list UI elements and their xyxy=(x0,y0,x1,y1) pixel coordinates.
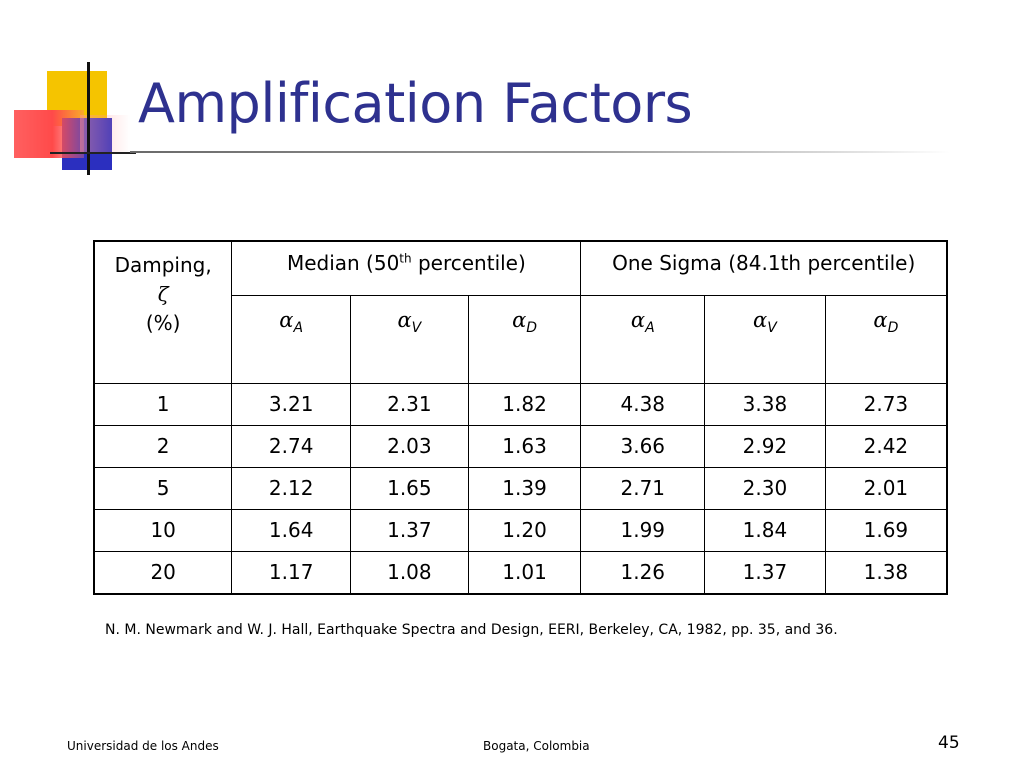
factor-cell: 1.20 xyxy=(467,508,582,552)
factor-cell: 2.73 xyxy=(824,382,948,426)
factor-cell: 2.71 xyxy=(580,466,706,510)
alpha-header-cell: αD xyxy=(467,294,582,384)
factor-cell: 1.82 xyxy=(467,382,582,426)
alpha-symbol: αA xyxy=(279,307,304,336)
factor-cell: 1.01 xyxy=(467,550,582,594)
median-header-sup: th xyxy=(399,251,412,266)
alpha-subscript: V xyxy=(767,319,777,336)
factor-cell: 2.74 xyxy=(231,424,352,468)
table-row: 10 1.64 1.37 1.20 1.99 1.84 1.69 xyxy=(93,508,948,552)
alpha-subscript: A xyxy=(645,319,655,336)
alpha-symbol: αD xyxy=(512,307,538,336)
damping-cell: 5 xyxy=(93,466,233,510)
factor-cell: 2.12 xyxy=(231,466,352,510)
factor-cell: 3.66 xyxy=(580,424,706,468)
table-row: 1 3.21 2.31 1.82 4.38 3.38 2.73 xyxy=(93,382,948,426)
logo-vertical-line xyxy=(87,62,90,175)
factor-cell: 2.92 xyxy=(704,424,826,468)
factor-cell: 1.37 xyxy=(704,550,826,594)
factor-cell: 4.38 xyxy=(580,382,706,426)
damping-unit: (%) xyxy=(145,311,181,335)
page-number: 45 xyxy=(938,733,960,753)
alpha-symbol: αV xyxy=(753,307,777,336)
alpha-header-cell: αV xyxy=(704,294,826,384)
factor-cell: 1.84 xyxy=(704,508,826,552)
alpha-subscript: A xyxy=(293,319,304,336)
alpha-subscript: V xyxy=(411,319,422,336)
factor-cell: 2.31 xyxy=(350,382,469,426)
factor-cell: 1.99 xyxy=(580,508,706,552)
factor-cell: 2.01 xyxy=(824,466,948,510)
factor-cell: 1.69 xyxy=(824,508,948,552)
decorative-logo xyxy=(0,0,140,180)
table-row: 2 2.74 2.03 1.63 3.66 2.92 2.42 xyxy=(93,424,948,468)
damping-header: Damping, ζ (%) xyxy=(93,240,233,384)
table-row: 20 1.17 1.08 1.01 1.26 1.37 1.38 xyxy=(93,550,948,594)
factor-cell: 2.42 xyxy=(824,424,948,468)
alpha-symbol: αA xyxy=(630,307,655,336)
factor-cell: 2.03 xyxy=(350,424,469,468)
alpha-header-cell: αA xyxy=(580,294,706,384)
slide-title: Amplification Factors xyxy=(138,72,693,135)
amplification-table: Damping, ζ (%) Median (50th percentile) … xyxy=(93,240,948,595)
factor-cell: 3.38 xyxy=(704,382,826,426)
factor-cell: 1.17 xyxy=(231,550,352,594)
factor-cell: 3.21 xyxy=(231,382,352,426)
title-underline xyxy=(130,151,950,153)
factor-cell: 1.64 xyxy=(231,508,352,552)
alpha-header-cell: αV xyxy=(350,294,469,384)
sigma-group-header: One Sigma (84.1th percentile) xyxy=(580,240,948,296)
factor-cell: 1.37 xyxy=(350,508,469,552)
damping-cell: 2 xyxy=(93,424,233,468)
damping-cell: 20 xyxy=(93,550,233,594)
factor-cell: 1.65 xyxy=(350,466,469,510)
logo-horizontal-line xyxy=(50,152,136,154)
factor-cell: 2.30 xyxy=(704,466,826,510)
citation: N. M. Newmark and W. J. Hall, Earthquake… xyxy=(105,622,838,638)
factor-cell: 1.38 xyxy=(824,550,948,594)
alpha-subscript: D xyxy=(887,319,899,336)
table-body: 1 3.21 2.31 1.82 4.38 3.38 2.73 2 2.74 2.03 1.63 3.… xyxy=(93,382,948,594)
table-row: 5 2.12 1.65 1.39 2.71 2.30 2.01 xyxy=(93,466,948,510)
table-header-row: Damping, ζ (%) Median (50th percentile) … xyxy=(93,240,948,384)
factor-cell: 1.63 xyxy=(467,424,582,468)
alpha-subscript: D xyxy=(526,319,538,336)
alpha-header-cell: αD xyxy=(824,294,948,384)
damping-cell: 1 xyxy=(93,382,233,426)
damping-label: Damping, xyxy=(114,253,212,277)
alpha-symbol: αV xyxy=(397,307,422,336)
factor-cell: 1.08 xyxy=(350,550,469,594)
factor-cell: 1.39 xyxy=(467,466,582,510)
damping-cell: 10 xyxy=(93,508,233,552)
median-group-header: Median (50th percentile) xyxy=(231,240,582,296)
zeta-symbol: ζ xyxy=(157,282,169,306)
alpha-header-cell: αA xyxy=(231,294,352,384)
median-header-text: Median (50 xyxy=(286,251,400,275)
median-header-suffix: percentile) xyxy=(411,251,526,275)
footer-institution: Universidad de los Andes xyxy=(67,739,219,753)
footer-location: Bogata, Colombia xyxy=(483,739,590,753)
factor-cell: 1.26 xyxy=(580,550,706,594)
alpha-header-row: αA αV αD αA αV αD xyxy=(94,294,948,384)
logo-red-square xyxy=(14,110,84,158)
alpha-symbol: αD xyxy=(873,307,899,336)
